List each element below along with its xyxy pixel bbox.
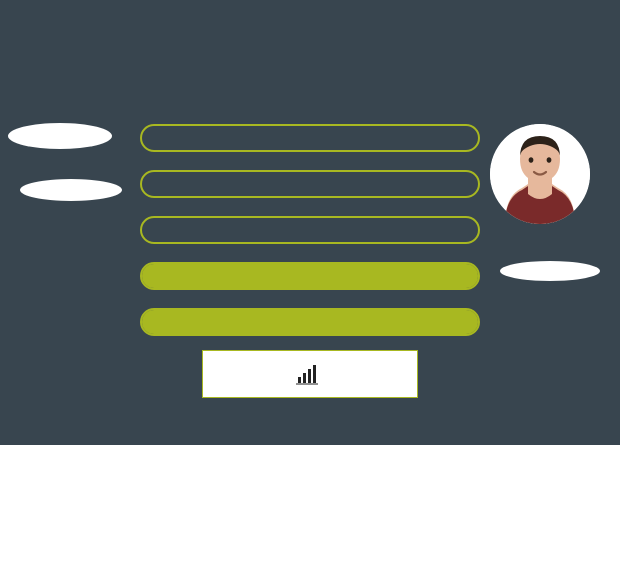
right-player-placeholder	[500, 261, 600, 281]
brand-box[interactable]	[202, 350, 418, 398]
stat-row-min-per-goal	[140, 308, 480, 336]
left-player-placeholder-1	[8, 123, 112, 149]
stat-row-goals-per-match	[140, 262, 480, 290]
stat-label	[142, 126, 478, 150]
avatar-icon	[490, 124, 590, 224]
stat-row-matches	[140, 124, 480, 152]
stat-label	[142, 172, 478, 196]
left-player-placeholder-2	[20, 179, 122, 201]
stat-label	[142, 264, 478, 288]
stat-row-hattricks	[140, 216, 480, 244]
page-title	[0, 0, 620, 8]
stat-label	[142, 218, 478, 242]
right-player-avatar	[490, 124, 590, 224]
stat-row-goals	[140, 170, 480, 198]
stats-container	[140, 124, 480, 354]
comparison-card	[0, 0, 620, 445]
stat-label	[142, 310, 478, 334]
bar-chart-icon	[296, 363, 318, 385]
